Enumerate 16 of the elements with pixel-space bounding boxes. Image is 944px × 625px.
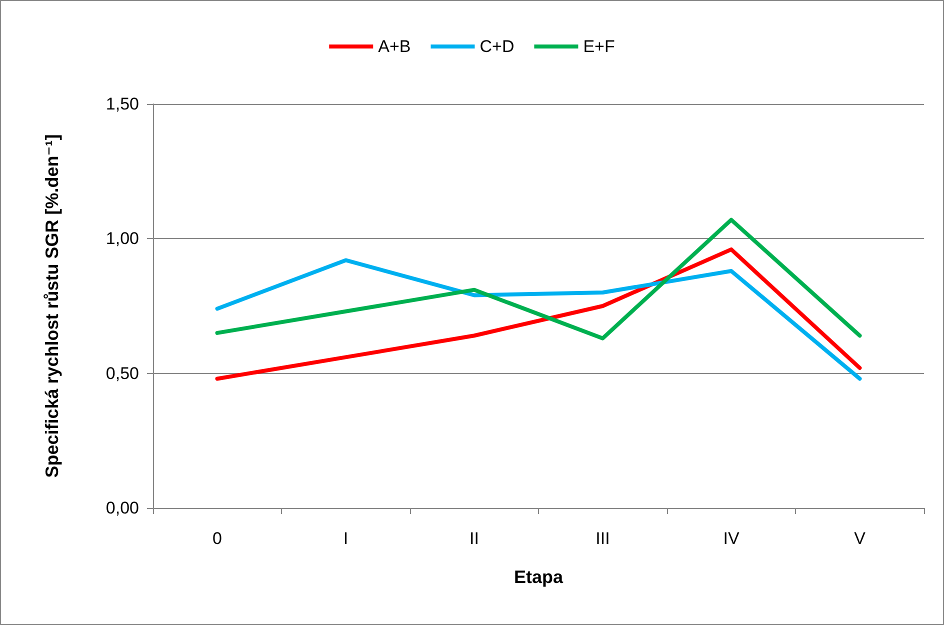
y-tick-label: 0,50 bbox=[106, 364, 139, 383]
x-tick-label: 0 bbox=[212, 529, 222, 548]
legend-label: C+D bbox=[480, 37, 514, 56]
x-tick-label: I bbox=[343, 529, 348, 548]
y-axis-title: Specifická rychlost růstu SGR [%.den⁻¹] bbox=[42, 134, 62, 478]
y-tick-label: 1,00 bbox=[106, 229, 139, 248]
legend-label: A+B bbox=[378, 37, 411, 56]
line-series bbox=[215, 218, 862, 340]
legend-label: E+F bbox=[583, 37, 615, 56]
x-tick-label: V bbox=[854, 529, 866, 548]
x-tick-label: IV bbox=[723, 529, 740, 548]
y-tick-label: 0,00 bbox=[106, 498, 139, 518]
y-tick-label: 1,50 bbox=[106, 94, 139, 114]
x-axis-title: Etapa bbox=[514, 567, 564, 587]
x-tick-label: III bbox=[596, 529, 610, 548]
x-tick-label: II bbox=[470, 529, 479, 548]
